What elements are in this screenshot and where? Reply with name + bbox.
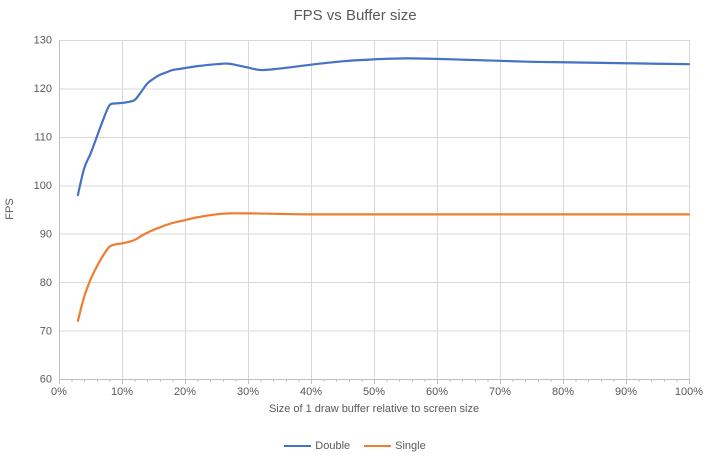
series-line-double	[76, 57, 691, 197]
legend-item-single: Single	[364, 440, 426, 452]
gridlines	[59, 40, 690, 379]
x-axis-ticks	[59, 379, 690, 384]
x-axis-tick-labels: 0% 10% 20% 30% 40% 50% 60% 70% 80% 90% 100%	[51, 386, 703, 398]
svg-text:120: 120	[34, 83, 52, 95]
svg-text:0%: 0%	[51, 386, 67, 398]
chart-title: FPS vs Buffer size	[293, 7, 417, 24]
legend: Double Single	[0, 438, 710, 454]
svg-text:20%: 20%	[174, 386, 196, 398]
svg-text:90%: 90%	[615, 386, 637, 398]
svg-text:60%: 60%	[426, 386, 448, 398]
legend-line-swatch-double	[284, 445, 312, 447]
series-line-single	[76, 212, 691, 322]
svg-text:100%: 100%	[675, 386, 703, 398]
svg-text:40%: 40%	[300, 386, 322, 398]
svg-text:80%: 80%	[552, 386, 574, 398]
svg-text:60: 60	[40, 374, 52, 386]
svg-text:80: 80	[40, 277, 52, 289]
svg-text:70: 70	[40, 325, 52, 337]
svg-text:130: 130	[34, 35, 52, 47]
svg-text:110: 110	[34, 132, 52, 144]
x-axis-title: Size of 1 draw buffer relative to screen…	[268, 403, 480, 415]
svg-text:90: 90	[40, 228, 52, 240]
svg-text:70%: 70%	[489, 386, 511, 398]
legend-label-single: Single	[395, 440, 426, 452]
legend-item-double: Double	[284, 440, 350, 452]
svg-text:50%: 50%	[363, 386, 385, 398]
svg-text:100: 100	[34, 180, 52, 192]
y-axis-tick-labels: 60 70 80 90 100 110 120 130	[34, 35, 52, 386]
svg-text:10%: 10%	[111, 386, 133, 398]
legend-label-double: Double	[315, 440, 351, 452]
legend-line-swatch-single	[364, 445, 392, 447]
svg-text:30%: 30%	[237, 386, 259, 398]
